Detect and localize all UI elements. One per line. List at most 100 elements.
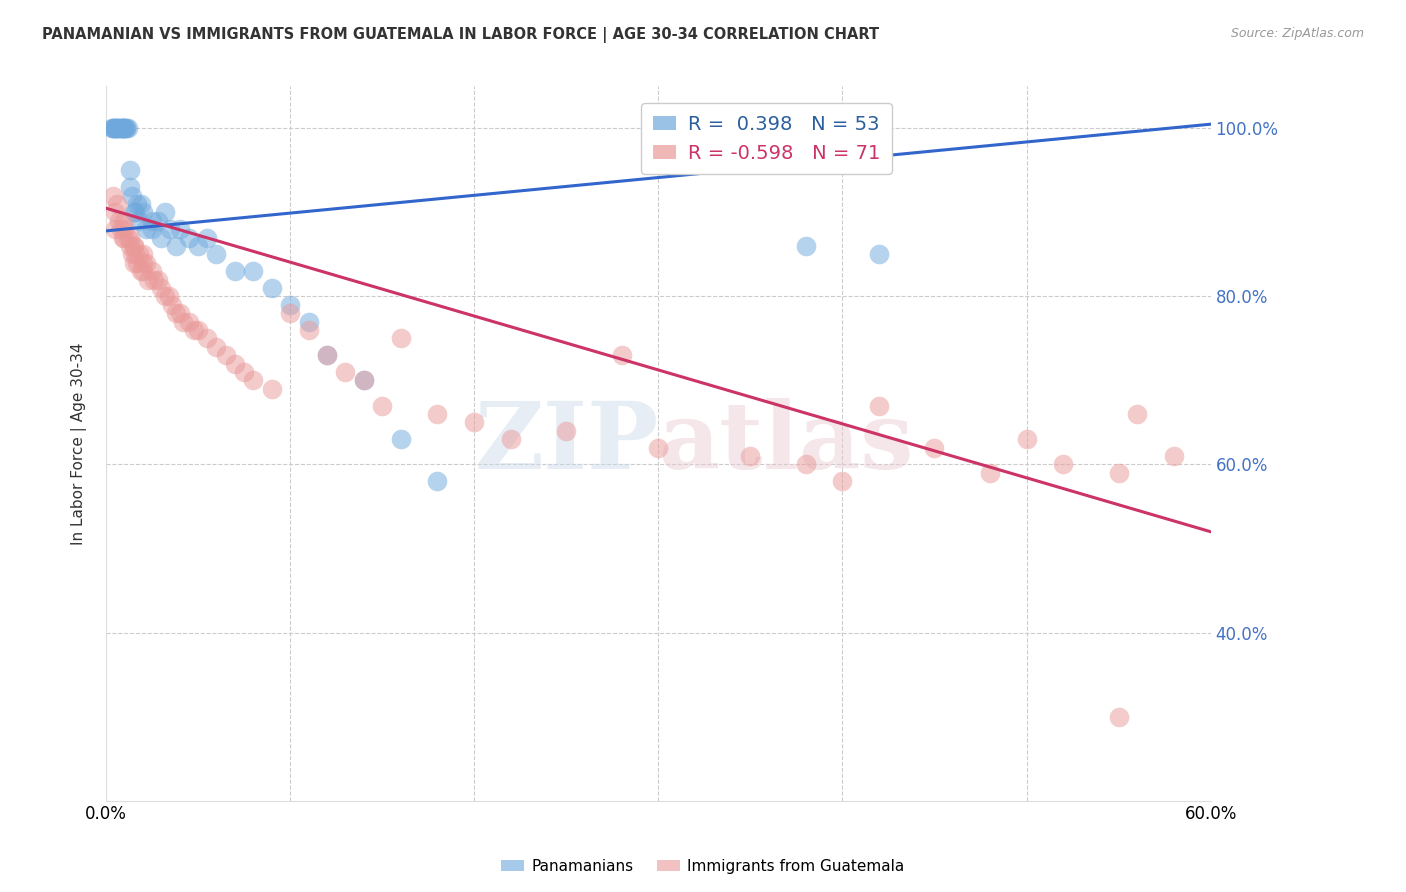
Point [177,230,200,244]
Point [112,214,135,228]
Point [104,121,127,136]
Point [111,121,134,136]
Point [104,205,127,219]
Point [122,239,145,253]
Point [103,121,125,136]
Point [112,222,135,236]
Point [115,121,138,136]
Point [122,205,145,219]
Point [117,121,139,136]
Point [224,357,246,371]
Point [353,374,375,388]
Text: PANAMANIAN VS IMMIGRANTS FROM GUATEMALA IN LABOR FORCE | AGE 30-34 CORRELATION C: PANAMANIAN VS IMMIGRANTS FROM GUATEMALA … [42,27,879,43]
Point [205,340,228,354]
Point [297,315,319,329]
Point [195,331,218,345]
Point [260,382,283,396]
Point [105,121,128,136]
Point [111,121,134,136]
Point [205,247,228,261]
Point [177,315,200,329]
Point [278,298,301,312]
Point [183,323,205,337]
Point [1108,709,1130,723]
Point [169,306,191,320]
Point [110,121,132,136]
Point [146,214,169,228]
Point [110,121,132,136]
Point [112,121,135,136]
Point [233,365,256,379]
Point [371,399,394,413]
Point [141,214,163,228]
Point [108,121,131,136]
Point [103,121,125,136]
Text: Source: ZipAtlas.com: Source: ZipAtlas.com [1230,27,1364,40]
Point [117,230,139,244]
Point [353,374,375,388]
Point [187,323,209,337]
Point [129,264,152,278]
Point [111,230,134,244]
Point [111,121,134,136]
Point [141,222,163,236]
Point [214,348,236,362]
Point [105,121,128,136]
Point [159,222,181,236]
Point [1108,466,1130,480]
Point [132,264,155,278]
Point [146,272,169,286]
Point [187,239,209,253]
Point [118,230,141,244]
Legend: Panamanians, Immigrants from Guatemala: Panamanians, Immigrants from Guatemala [495,853,911,880]
Point [150,281,173,295]
Point [389,331,412,345]
Point [647,441,669,455]
Point [172,315,194,329]
Point [868,399,890,413]
Point [104,121,127,136]
Y-axis label: In Labor Force | Age 30-34: In Labor Force | Age 30-34 [72,343,87,545]
Point [316,348,339,362]
Point [108,214,131,228]
Point [165,306,187,320]
Point [127,197,149,211]
Point [128,214,150,228]
Point [115,121,138,136]
Point [463,416,485,430]
Point [979,466,1001,480]
Point [224,264,246,278]
Point [132,247,155,261]
Point [100,121,122,136]
Point [1015,432,1038,446]
Point [165,239,187,253]
Point [426,475,449,489]
Point [316,348,339,362]
Text: atlas: atlas [658,399,914,489]
Point [121,247,143,261]
Point [108,121,131,136]
Point [335,365,357,379]
Point [104,121,127,136]
Point [122,256,145,270]
Point [105,197,128,211]
Point [103,188,125,202]
Point [121,188,143,202]
Text: ZIP: ZIP [474,399,658,489]
Point [112,121,135,136]
Point [118,163,141,178]
Legend: R =  0.398   N = 53, R = -0.598   N = 71: R = 0.398 N = 53, R = -0.598 N = 71 [641,103,891,174]
Point [135,222,157,236]
Point [1052,458,1074,472]
Point [169,222,191,236]
Point [242,264,264,278]
Point [138,272,160,286]
Point [555,424,578,438]
Point [153,205,176,219]
Point [150,230,173,244]
Point [124,205,146,219]
Point [794,239,817,253]
Point [118,180,141,194]
Point [162,298,184,312]
Point [499,432,522,446]
